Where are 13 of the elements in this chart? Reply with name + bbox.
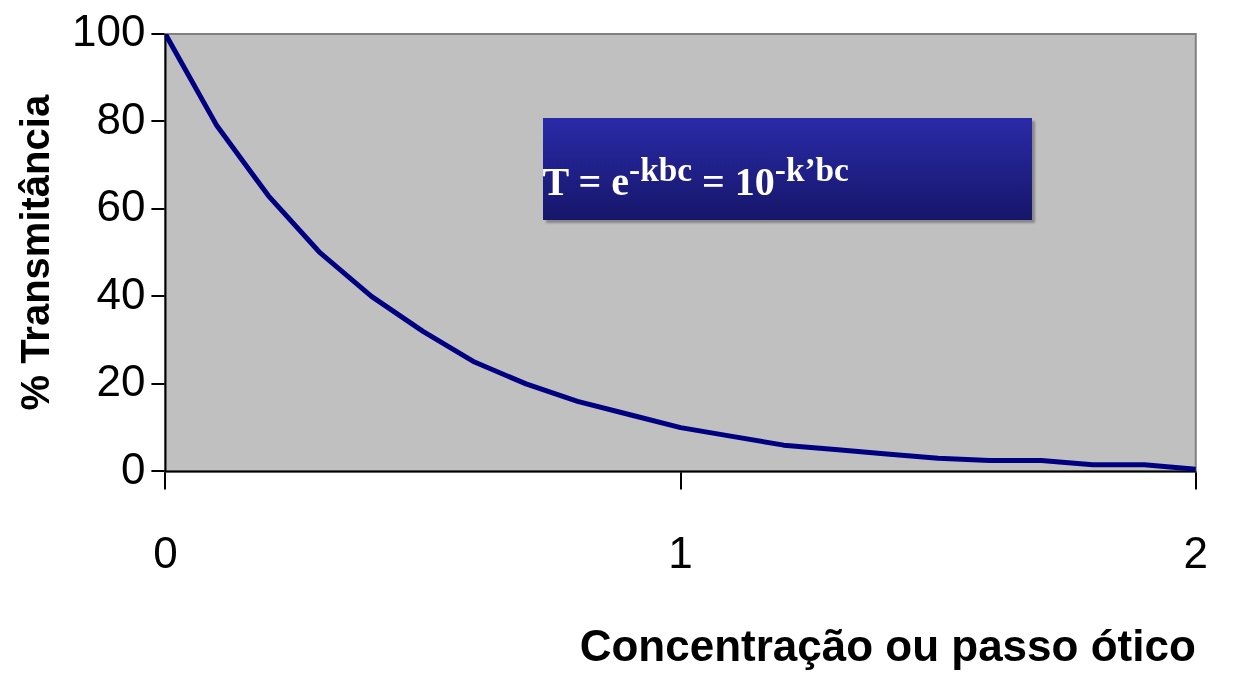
x-tick-label: 1	[668, 527, 693, 577]
y-tick-label: 0	[120, 443, 146, 493]
annotation: T = e$^{-kbc}$ = 10$^{-k’bc}$	[542, 150, 849, 204]
y-tick-label: 80	[96, 93, 146, 143]
formula-box: T = e$^{-kbc}$ = 10$^{-k’bc}$	[542, 118, 1032, 220]
y-tick-label: 40	[96, 268, 146, 318]
x-axis-title: Concentração ou passo ótico	[579, 620, 1196, 670]
x-tick-label: 2	[1183, 527, 1209, 577]
y-tick-label: 100	[71, 6, 146, 56]
y-axis-title: % Transmitância	[13, 94, 58, 411]
x-tick-label: 0	[153, 527, 178, 577]
y-tick-label: 20	[96, 356, 146, 406]
y-tick-label: 60	[96, 181, 146, 231]
